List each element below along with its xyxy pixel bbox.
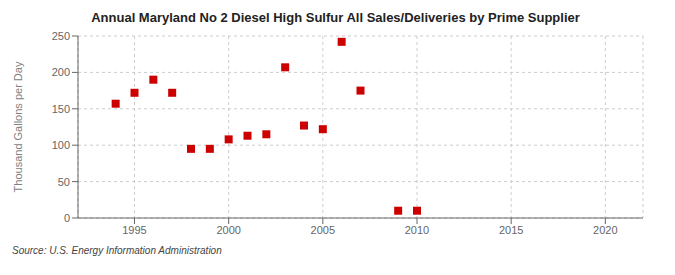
- svg-text:1995: 1995: [122, 224, 146, 236]
- svg-text:250: 250: [52, 30, 70, 42]
- svg-text:50: 50: [58, 176, 70, 188]
- svg-text:200: 200: [52, 66, 70, 78]
- svg-text:100: 100: [52, 139, 70, 151]
- svg-text:2010: 2010: [405, 224, 429, 236]
- html-text:Source: U.S. Energy Informatio: Source: U.S. Energy Information Administ…: [12, 245, 222, 256]
- svg-text:2005: 2005: [311, 224, 335, 236]
- svg-text:0: 0: [64, 212, 70, 224]
- svg-text:2000: 2000: [216, 224, 240, 236]
- svg-text:Thousand Gallons per Day: Thousand Gallons per Day: [12, 61, 24, 192]
- svg-text:2015: 2015: [499, 224, 523, 236]
- svg-text:150: 150: [52, 103, 70, 115]
- svg-text:2020: 2020: [593, 224, 617, 236]
- html-text:Annual Maryland No 2 Diesel Hi: Annual Maryland No 2 Diesel High Sulfur …: [91, 10, 580, 25]
